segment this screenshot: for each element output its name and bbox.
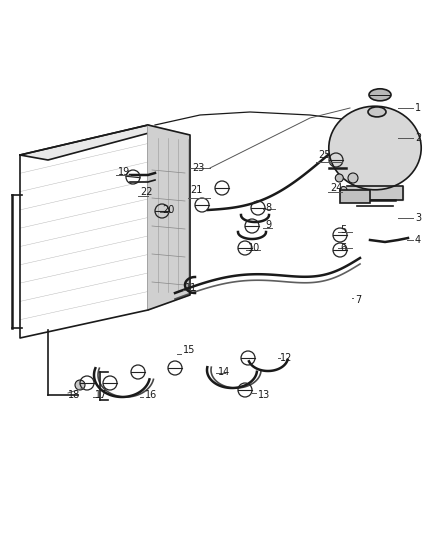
Text: 2: 2	[415, 133, 421, 143]
Text: 3: 3	[415, 213, 421, 223]
Text: 1: 1	[415, 103, 421, 113]
Text: 19: 19	[118, 167, 130, 177]
Polygon shape	[340, 190, 370, 203]
Text: 25: 25	[318, 150, 331, 160]
Text: 18: 18	[68, 390, 80, 400]
Text: 5: 5	[340, 225, 346, 235]
Text: 13: 13	[258, 390, 270, 400]
Text: 11: 11	[185, 283, 197, 293]
Ellipse shape	[369, 89, 391, 101]
Text: 9: 9	[265, 220, 271, 230]
Text: 14: 14	[218, 367, 230, 377]
Text: 8: 8	[265, 203, 271, 213]
Text: 15: 15	[183, 345, 195, 355]
Text: 21: 21	[190, 185, 202, 195]
Ellipse shape	[336, 174, 343, 182]
Text: 7: 7	[355, 295, 361, 305]
Polygon shape	[20, 125, 160, 160]
Text: 12: 12	[280, 353, 293, 363]
Text: 24: 24	[330, 183, 343, 193]
Text: 10: 10	[248, 243, 260, 253]
Text: 17: 17	[95, 390, 107, 400]
Text: 20: 20	[162, 205, 174, 215]
Circle shape	[75, 380, 85, 390]
Circle shape	[348, 173, 358, 183]
Polygon shape	[347, 186, 403, 200]
Ellipse shape	[340, 187, 347, 193]
Text: 4: 4	[415, 235, 421, 245]
Text: 22: 22	[140, 187, 152, 197]
Text: 16: 16	[145, 390, 157, 400]
Text: 6: 6	[340, 243, 346, 253]
Ellipse shape	[368, 107, 386, 117]
Ellipse shape	[329, 106, 421, 190]
Text: 23: 23	[192, 163, 205, 173]
Polygon shape	[148, 125, 190, 310]
